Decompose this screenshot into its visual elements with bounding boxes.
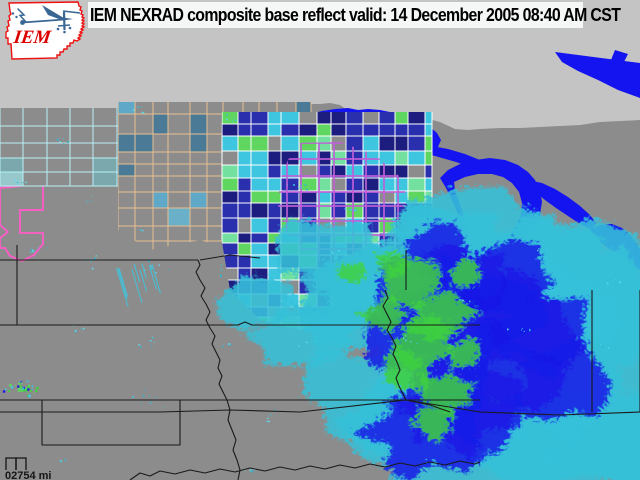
svg-text:IEM: IEM — [11, 27, 53, 48]
svg-text:02754 mi: 02754 mi — [5, 470, 51, 480]
